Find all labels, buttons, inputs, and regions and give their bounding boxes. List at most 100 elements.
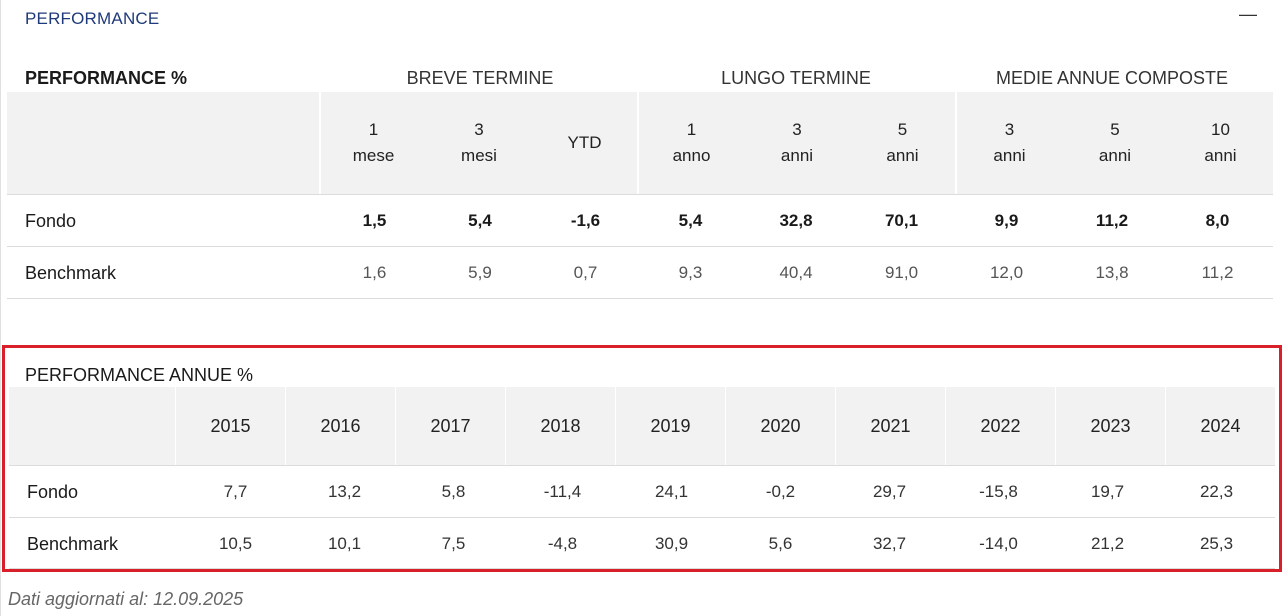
- table-cell: 13,8: [1095, 263, 1129, 282]
- column-header: 5 anni: [850, 92, 955, 194]
- row-label: Benchmark: [27, 533, 119, 554]
- column-header-bottom: anni: [780, 146, 814, 165]
- table-cell: -1,6: [570, 211, 601, 230]
- column-header-top: 3: [474, 120, 484, 139]
- column-header: 1 anno: [637, 92, 744, 194]
- header-blank-cell: [7, 92, 319, 194]
- year-header: 2024: [1165, 387, 1275, 465]
- annual-performance-panel: PERFORMANCE ANNUE % 2015 2016 2017 2018 2019…: [2, 345, 1282, 572]
- table-cell: 9,3: [678, 263, 703, 282]
- table-cell: 32,7: [872, 534, 907, 553]
- year-header: 2016: [285, 387, 395, 465]
- row-label: Fondo: [27, 481, 79, 502]
- table-row: Fondo 1,5 5,4 -1,6 5,4 32,8 70,1 9,9 11,2 8,0: [7, 194, 1273, 247]
- table-cell: -11,4: [543, 482, 582, 501]
- row-label: Fondo: [25, 210, 77, 231]
- table-cell: 91,0: [884, 263, 919, 282]
- table-cell: 40,4: [779, 263, 813, 282]
- column-header-top: 10: [1211, 120, 1230, 139]
- column-header-top: 5: [897, 120, 908, 139]
- column-header-bottom: anno: [672, 146, 711, 165]
- year-header: 2023: [1055, 387, 1165, 465]
- table-cell: -4,8: [547, 534, 578, 553]
- column-header-bottom: mese: [352, 146, 395, 165]
- table-cell: 7,5: [441, 534, 466, 553]
- group-short-term: BREVE TERMINE: [406, 68, 554, 88]
- column-header-top: YTD: [567, 133, 602, 152]
- table-cell: 11,2: [1095, 211, 1129, 230]
- column-header: 3 anni: [744, 92, 850, 194]
- table-cell: 10,1: [327, 534, 362, 553]
- year-header: 2018: [505, 387, 615, 465]
- left-border: [0, 0, 1, 616]
- year-header: 2017: [395, 387, 505, 465]
- table-cell: 5,8: [441, 482, 466, 501]
- table-cell: 1,5: [362, 211, 387, 230]
- table-cell: 10,5: [218, 534, 253, 553]
- table-cell: 7,7: [223, 482, 248, 501]
- table-cell: 5,4: [468, 211, 492, 230]
- table-cell: 32,8: [779, 211, 813, 230]
- column-header: 10 anni: [1168, 92, 1273, 194]
- performance-table: PERFORMANCE % BREVE TERMINE LUNGO TERMIN…: [7, 62, 1273, 299]
- column-header-top: 3: [1004, 120, 1015, 139]
- table-cell: 12,0: [989, 263, 1024, 282]
- table-cell: 5,9: [468, 263, 492, 282]
- table-row: Fondo 7,7 13,2 5,8 -11,4 24,1 -0,2 29,7 -15,8 19,…: [9, 465, 1275, 518]
- table-row: Benchmark 10,5 10,1 7,5 -4,8 30,9 5,6 32,7 -14,0…: [9, 517, 1275, 570]
- column-header-top: 1: [368, 120, 379, 139]
- table-cell: -14,0: [979, 534, 1018, 553]
- year-header: 2019: [615, 387, 725, 465]
- column-header: 3 mesi: [426, 92, 532, 194]
- year-header: 2015: [175, 387, 285, 465]
- table-cell: 25,3: [1199, 534, 1234, 553]
- column-header-top: 5: [1110, 120, 1120, 139]
- table-cell: 5,6: [768, 534, 793, 553]
- row-label: Benchmark: [25, 262, 117, 283]
- column-header-top: 3: [792, 120, 802, 139]
- table-cell: 21,2: [1090, 534, 1125, 553]
- data-updated-note: Dati aggiornati al: 12.09.2025: [8, 589, 244, 609]
- header-blank-cell: [9, 387, 175, 465]
- annual-performance-title: PERFORMANCE ANNUE %: [25, 365, 254, 385]
- column-header: 3 anni: [955, 92, 1062, 194]
- year-header: 2021: [835, 387, 945, 465]
- column-header: YTD: [532, 92, 637, 194]
- performance-group-header: PERFORMANCE % BREVE TERMINE LUNGO TERMIN…: [7, 62, 1273, 92]
- table-divider: [7, 298, 1273, 299]
- table-cell: 19,7: [1090, 482, 1125, 501]
- table-cell: 5,4: [678, 211, 703, 230]
- column-header-bottom: mesi: [461, 146, 497, 165]
- column-header-bottom: anni: [1204, 146, 1237, 165]
- performance-column-header: 1 mese 3 mesi YTD 1 anno 3 anni 5 anni 3 anni 5 anni 10…: [7, 92, 1273, 194]
- table-cell: 1,6: [362, 263, 387, 282]
- collapse-icon[interactable]: —: [1239, 4, 1257, 24]
- table-cell: 29,7: [872, 482, 907, 501]
- column-header-top: 1: [686, 120, 697, 139]
- header-divider: [319, 92, 321, 194]
- table-cell: 22,3: [1199, 482, 1234, 501]
- column-header-bottom: anni: [993, 146, 1026, 165]
- table-cell: 11,2: [1201, 263, 1234, 282]
- table-cell: 0,7: [573, 263, 598, 282]
- year-header: 2022: [945, 387, 1055, 465]
- table-cell: 13,2: [327, 482, 362, 501]
- column-header-bottom: anni: [1098, 146, 1132, 165]
- group-long-term: LUNGO TERMINE: [721, 68, 871, 88]
- table-divider: [9, 568, 1275, 569]
- column-header: 5 anni: [1062, 92, 1168, 194]
- table-cell: 9,9: [994, 211, 1019, 230]
- table-cell: -15,8: [979, 482, 1018, 501]
- table-cell: 70,1: [884, 211, 919, 230]
- group-compound-annual: MEDIE ANNUE COMPOSTE: [995, 68, 1229, 88]
- table-cell: 8,0: [1205, 211, 1230, 230]
- section-header[interactable]: PERFORMANCE —: [0, 0, 1287, 40]
- annual-column-header: 2015 2016 2017 2018 2019 2020 2021 2022 2023 2024: [9, 387, 1275, 465]
- year-header: 2020: [725, 387, 835, 465]
- section-title[interactable]: PERFORMANCE: [25, 9, 160, 28]
- table-cell: 30,9: [654, 534, 689, 553]
- table-cell: -0,2: [765, 482, 796, 501]
- column-header: 1 mese: [321, 92, 426, 194]
- table-row: Benchmark 1,6 5,9 0,7 9,3 40,4 91,0 12,0 13,8 11,…: [7, 246, 1273, 299]
- column-header-bottom: anni: [886, 146, 919, 165]
